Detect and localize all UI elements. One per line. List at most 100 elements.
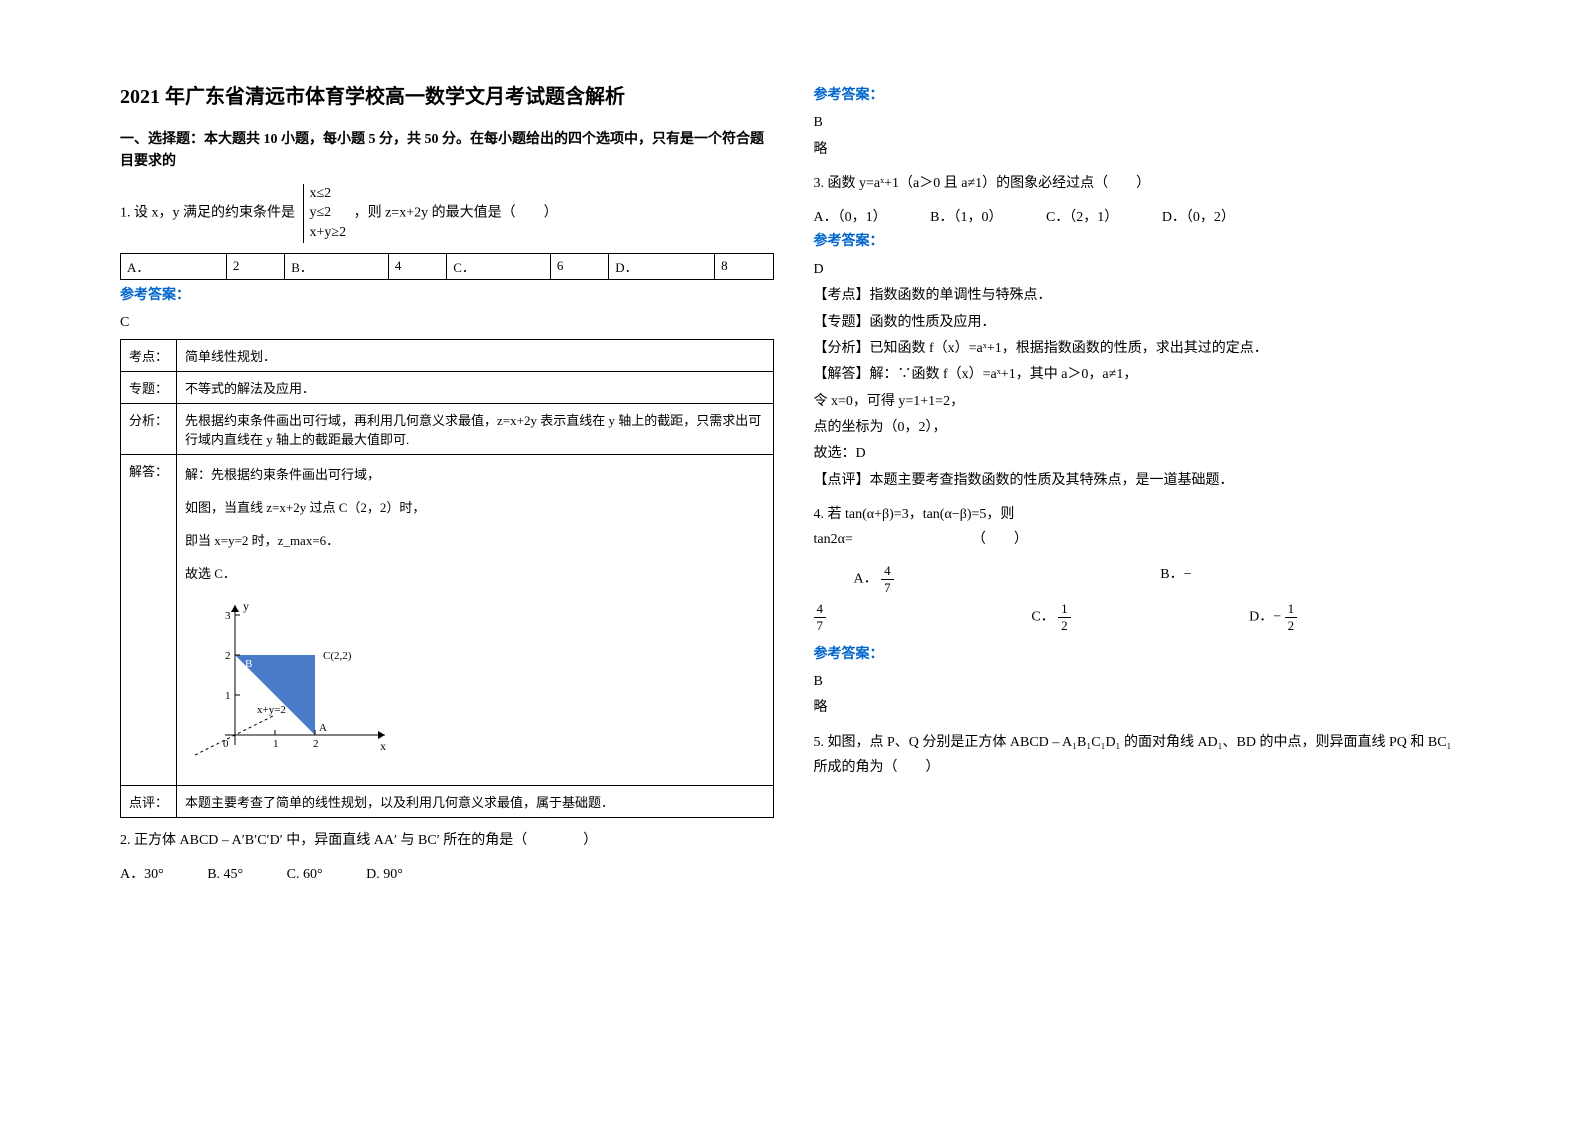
sol-content: 不等式的解法及应用． [177, 372, 773, 404]
sol-label: 考点： [121, 340, 177, 372]
y-arrow-icon [231, 605, 239, 612]
fraction: 4 7 [814, 601, 827, 634]
fraction: 1 2 [1285, 601, 1298, 634]
q4-note: 略 [814, 697, 1468, 719]
q3-sol-line: 点的坐标为（0，2）， [814, 417, 1468, 439]
q1-answer: C [120, 312, 774, 334]
sol-content: 解：先根据约束条件画出可行域， 如图，当直线 z=x+2y 过点 C（2，2）时… [177, 455, 773, 785]
option-row: 4 7 C． 1 2 D．− 1 2 [814, 601, 1468, 634]
point-c-label: C(2,2) [323, 650, 352, 662]
sol-label: 分析： [121, 404, 177, 455]
feasibility-graph: y x 0 1 2 3 1 2 B C(2,2) A x+y=2 [185, 595, 764, 769]
tick-label: 2 [225, 650, 231, 662]
tick-label: 1 [273, 738, 279, 750]
q2-options: A．30° B. 45° C. 60° D. 90° [120, 863, 774, 883]
q3-options: A．（0，1） B．（1，0） C．（2，1） D．（0，2） [814, 206, 1468, 226]
point-b-label: B [245, 658, 252, 670]
tick-label: 3 [225, 610, 231, 622]
q1-suffix: ，则 z=x+2y 的最大值是（ ） [354, 205, 558, 220]
numerator: 4 [881, 563, 894, 580]
q3-sol-line: 【专题】函数的性质及应用． [814, 312, 1468, 334]
q2-answer: B [814, 112, 1468, 134]
sol-line: 解：先根据约束条件画出可行域， [185, 465, 764, 486]
opt-a-label: A． [121, 253, 227, 279]
answer-label: 参考答案： [814, 231, 1468, 253]
opt-c: C. 60° [287, 867, 323, 883]
question-5: 5. 如图，点 P、Q 分别是正方体 ABCD – A₁B₁C₁D₁ 的面对角线… [814, 730, 1468, 780]
opt-a: A． 4 7 [814, 563, 1161, 596]
opt-d: D．− 1 2 [1249, 601, 1467, 634]
q4-op: + [874, 507, 882, 522]
answer-label: 参考答案： [120, 285, 774, 307]
opt-c: C．（2，1） [1046, 206, 1118, 226]
page-title: 2021 年广东省清远市体育学校高一数学文月考试题含解析 [120, 80, 774, 109]
table-row: A． 2 B． 4 C． 6 D． 8 [121, 253, 774, 279]
opt-d: D．（0，2） [1162, 206, 1235, 226]
table-row: 点评： 本题主要考查了简单的线性规划，以及利用几何意义求最值，属于基础题． [121, 785, 774, 817]
sol-content: 本题主要考查了简单的线性规划，以及利用几何意义求最值，属于基础题． [177, 785, 773, 817]
sol-line: 故选 C． [185, 564, 764, 585]
q4-text: 4. 若 tan( [814, 507, 867, 522]
constraint-1: x≤2 [310, 184, 347, 204]
numerator: 1 [1058, 601, 1071, 618]
question-1: 1. 设 x，y 满足的约束条件是 x≤2 y≤2 x+y≥2 ，则 z=x+2… [120, 184, 774, 243]
q4-text: = （ ） [845, 532, 1028, 547]
point-a-label: A [319, 722, 327, 734]
line-label: x+y=2 [257, 704, 286, 716]
q3-sol-line: 【分析】已知函数 f（x）=aˣ+1，根据指数函数的性质，求出其过的定点． [814, 338, 1468, 360]
q2-note: 略 [814, 139, 1468, 161]
q4-var: α [838, 532, 845, 547]
q3-sol-line: 故选：D [814, 443, 1468, 465]
opt-a: A．（0，1） [814, 206, 887, 226]
tick-label: 0 [223, 738, 229, 750]
denominator: 2 [1285, 618, 1298, 634]
opt-label: C． [1031, 609, 1054, 624]
table-row: 专题： 不等式的解法及应用． [121, 372, 774, 404]
sol-content: 先根据约束条件画出可行域，再利用几何意义求最值，z=x+2y 表示直线在 y 轴… [177, 404, 773, 455]
opt-b: B．− [1160, 563, 1467, 596]
denominator: 2 [1058, 618, 1071, 634]
denominator: 7 [881, 580, 894, 596]
opt-b: 4 [388, 253, 446, 279]
opt-label: A． [854, 571, 878, 586]
opt-a: A．30° [120, 863, 164, 883]
constraint-3: x+y≥2 [310, 223, 347, 243]
y-label: y [243, 599, 249, 613]
opt-d-label: D． [609, 253, 715, 279]
q1-solution-table: 考点： 简单线性规划． 专题： 不等式的解法及应用． 分析： 先根据约束条件画出… [120, 339, 774, 817]
q4-var: α [944, 507, 951, 522]
sol-label: 点评： [121, 785, 177, 817]
opt-b: B. 45° [207, 867, 243, 883]
opt-a: 2 [226, 253, 284, 279]
q4-text: )=5，则 [967, 507, 1015, 522]
right-column: 参考答案： B 略 3. 函数 y=aˣ+1（a＞0 且 a≠1）的图象必经过点… [794, 80, 1488, 1082]
denominator: 7 [814, 618, 827, 634]
x-arrow-icon [378, 731, 385, 739]
answer-label: 参考答案： [814, 644, 1468, 666]
q4-var: α [867, 507, 874, 522]
q3-sol-line: 【考点】指数函数的单调性与特殊点． [814, 285, 1468, 307]
option-row: A． 4 7 B．− [814, 563, 1468, 596]
table-row: 解答： 解：先根据约束条件画出可行域， 如图，当直线 z=x+2y 过点 C（2… [121, 455, 774, 785]
question-2: 2. 正方体 ABCD – A′B′C′D′ 中，异面直线 AA′ 与 BC′ … [120, 828, 774, 853]
opt-label: D．− [1249, 609, 1281, 624]
opt-c: 6 [550, 253, 608, 279]
sol-line: 即当 x=y=2 时，z_max=6． [185, 531, 764, 552]
q4-options: A． 4 7 B．− 4 7 C． 1 2 [814, 563, 1468, 634]
x-label: x [380, 739, 386, 753]
q4-op: − [952, 507, 960, 522]
fraction: 4 7 [881, 563, 894, 596]
question-4: 4. 若 tan(α+β)=3，tan(α−β)=5，则 tan2α= （ ） [814, 502, 1468, 552]
q3-answer: D [814, 259, 1468, 281]
constraint-2: y≤2 [310, 203, 347, 223]
q1-prefix: 1. 设 x，y 满足的约束条件是 [120, 205, 295, 220]
q1-options-table: A． 2 B． 4 C． 6 D． 8 [120, 253, 774, 280]
tick-label: 1 [225, 690, 231, 702]
q3-sol-line: 【点评】本题主要考查指数函数的性质及其特殊点，是一道基础题． [814, 470, 1468, 492]
sol-content: 简单线性规划． [177, 340, 773, 372]
sol-label: 解答： [121, 455, 177, 785]
question-3: 3. 函数 y=aˣ+1（a＞0 且 a≠1）的图象必经过点（ ） [814, 171, 1468, 196]
answer-label: 参考答案： [814, 85, 1468, 107]
q4-text: tan2 [814, 532, 838, 547]
graph-svg: y x 0 1 2 3 1 2 B C(2,2) A x+y=2 [195, 595, 395, 765]
